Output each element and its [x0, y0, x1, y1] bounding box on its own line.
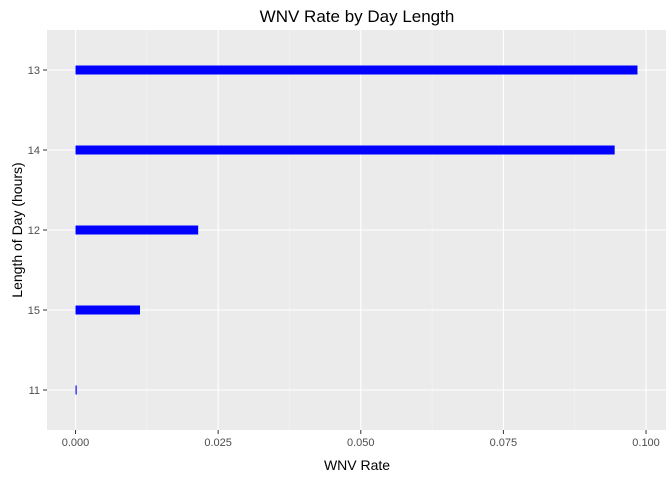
- x-tick-label: 0.000: [62, 437, 90, 449]
- x-tick-label: 0.025: [204, 437, 232, 449]
- y-tick-label: 15: [28, 305, 40, 317]
- y-tick-label: 13: [28, 65, 40, 77]
- y-axis: 13 14 12 15 11: [28, 65, 47, 397]
- y-axis-title: Length of Day (hours): [9, 162, 25, 297]
- x-tick-label: 0.050: [347, 437, 375, 449]
- y-tick-label: 12: [28, 225, 40, 237]
- chart-title: WNV Rate by Day Length: [260, 7, 455, 26]
- x-tick-label: 0.075: [490, 437, 518, 449]
- bar-15: [75, 305, 140, 315]
- y-tick-label: 14: [28, 145, 40, 157]
- x-axis-title: WNV Rate: [324, 457, 390, 473]
- bar-13: [75, 65, 638, 75]
- bar-11: [75, 385, 77, 395]
- bar-14: [75, 145, 615, 155]
- x-axis: 0.000 0.025 0.050 0.075 0.100: [62, 430, 660, 449]
- y-tick-label: 11: [29, 385, 40, 397]
- bar-12: [75, 225, 199, 235]
- bars: [75, 65, 638, 395]
- x-tick-label: 0.100: [632, 437, 660, 449]
